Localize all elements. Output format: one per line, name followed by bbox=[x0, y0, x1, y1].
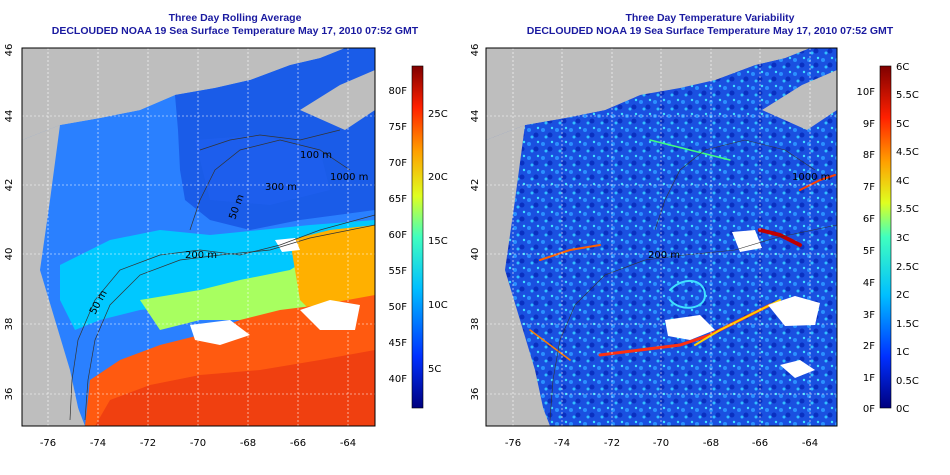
right-cbar-c-9: 4.5C bbox=[896, 147, 919, 158]
left-x-axis: -76 -74 -72 -70 -68 -66 -64 bbox=[40, 438, 356, 449]
right-cbar-c-8: 4C bbox=[896, 176, 909, 187]
right-cbar-f-4: 4F bbox=[863, 278, 875, 289]
right-cbar-f-9: 9F bbox=[863, 119, 875, 130]
right-bathymetry-contours bbox=[549, 139, 837, 421]
left-panel: Three Day Rolling Average DECLOUDED NOAA… bbox=[0, 0, 470, 475]
left-cbar-f-1: 45F bbox=[389, 338, 408, 349]
right-title-line2: DECLOUDED NOAA 19 Sea Surface Temperatur… bbox=[526, 25, 894, 37]
right-title-line1: Three Day Temperature Variability bbox=[625, 12, 795, 24]
left-ytick-5: 46 bbox=[4, 44, 15, 57]
left-cbar-f-2: 50F bbox=[389, 302, 408, 313]
right-cbar-f-1: 1F bbox=[863, 373, 875, 384]
left-title-line2: DECLOUDED NOAA 19 Sea Surface Temperatur… bbox=[51, 25, 419, 37]
right-ytick-3: 42 bbox=[470, 179, 481, 192]
right-cbar-c-11: 5.5C bbox=[896, 90, 919, 101]
left-ytick-4: 44 bbox=[4, 110, 15, 123]
left-cbar-c-2: 15C bbox=[428, 236, 448, 247]
right-map-image bbox=[486, 48, 837, 426]
left-cbar-f-3: 55F bbox=[389, 266, 408, 277]
right-variability-features bbox=[529, 139, 836, 361]
right-cbar-f-6: 6F bbox=[863, 214, 875, 225]
left-cbar-c-3: 20C bbox=[428, 172, 448, 183]
left-ytick-3: 42 bbox=[4, 179, 15, 192]
left-contour-label-1: 200 m bbox=[185, 250, 217, 261]
left-cbar-f-5: 65F bbox=[389, 194, 408, 205]
right-y-axis: 36 38 40 42 44 46 bbox=[470, 44, 481, 401]
right-cbar-f-7: 7F bbox=[863, 182, 875, 193]
right-cbar-c-1: 0.5C bbox=[896, 376, 919, 387]
left-xtick-5: -66 bbox=[290, 438, 306, 449]
left-cbar-f-6: 70F bbox=[389, 158, 408, 169]
left-map-image bbox=[22, 48, 375, 426]
right-cbar-f-0: 0F bbox=[863, 404, 875, 415]
right-grid bbox=[486, 48, 837, 426]
left-ytick-0: 36 bbox=[4, 388, 15, 401]
right-ytick-2: 40 bbox=[470, 248, 481, 261]
right-ytick-1: 38 bbox=[470, 318, 481, 331]
right-ytick-0: 36 bbox=[470, 388, 481, 401]
right-colorbar: 0F 1F 2F 3F 4F 5F 6F 7F 8F 9F 10F 0C 0.5… bbox=[857, 62, 919, 415]
right-cbar-f-8: 8F bbox=[863, 150, 875, 161]
right-cbar-f-10: 10F bbox=[857, 87, 876, 98]
right-cbar-c-5: 2.5C bbox=[896, 262, 919, 273]
left-cbar-c-0: 5C bbox=[428, 364, 441, 375]
right-xtick-4: -68 bbox=[703, 438, 719, 449]
right-xtick-6: -64 bbox=[802, 438, 818, 449]
left-cbar-f-8: 80F bbox=[389, 86, 408, 97]
right-cbar-c-3: 1.5C bbox=[896, 319, 919, 330]
right-cbar-c-6: 3C bbox=[896, 233, 909, 244]
left-xtick-0: -76 bbox=[40, 438, 56, 449]
left-contour-label-2: 300 m bbox=[265, 182, 297, 193]
left-ytick-2: 40 bbox=[4, 248, 15, 261]
right-xtick-1: -74 bbox=[554, 438, 570, 449]
left-ytick-1: 38 bbox=[4, 318, 15, 331]
left-cbar-f-0: 40F bbox=[389, 374, 408, 385]
left-cbar-f-4: 60F bbox=[389, 230, 408, 241]
right-xtick-3: -70 bbox=[653, 438, 669, 449]
right-panel: Three Day Temperature Variability DECLOU… bbox=[470, 0, 950, 475]
left-contour-label-3: 1000 m bbox=[330, 172, 368, 183]
right-ytick-4: 44 bbox=[470, 110, 481, 123]
right-contour-label-0: 200 m bbox=[648, 250, 680, 261]
right-cbar-f-2: 2F bbox=[863, 341, 875, 352]
right-contour-label-1: 1000 m bbox=[792, 172, 830, 183]
right-cbar-f-3: 3F bbox=[863, 310, 875, 321]
right-xtick-2: -72 bbox=[604, 438, 620, 449]
left-xtick-1: -74 bbox=[90, 438, 106, 449]
right-cbar-f-5: 5F bbox=[863, 246, 875, 257]
left-xtick-3: -70 bbox=[190, 438, 206, 449]
right-ytick-5: 46 bbox=[470, 44, 481, 57]
right-cbar-c-10: 5C bbox=[896, 119, 909, 130]
left-cbar-f-7: 75F bbox=[389, 122, 408, 133]
right-cbar-c-12: 6C bbox=[896, 62, 909, 73]
left-map: 50 m 200 m 300 m 1000 m 50 m 100 m -76 -… bbox=[4, 44, 448, 449]
right-cbar-c-4: 2C bbox=[896, 290, 909, 301]
right-cbar-c-2: 1C bbox=[896, 347, 909, 358]
right-xtick-0: -76 bbox=[505, 438, 521, 449]
right-cbar-c-7: 3.5C bbox=[896, 204, 919, 215]
right-x-axis: -76 -74 -72 -70 -68 -66 -64 bbox=[505, 438, 818, 449]
right-cbar-c-0: 0C bbox=[896, 404, 909, 415]
right-map: 200 m 1000 m -76 -74 -72 -70 -68 -66 -64… bbox=[470, 44, 919, 449]
left-grid bbox=[22, 48, 375, 426]
left-xtick-6: -64 bbox=[340, 438, 356, 449]
right-xtick-5: -66 bbox=[752, 438, 768, 449]
left-colorbar: 40F 45F 50F 55F 60F 65F 70F 75F 80F 5C 1… bbox=[389, 65, 448, 409]
left-y-axis: 36 38 40 42 44 46 bbox=[4, 44, 15, 401]
left-bathymetry-contours bbox=[69, 129, 375, 421]
left-cbar-c-4: 25C bbox=[428, 109, 448, 120]
left-title-line1: Three Day Rolling Average bbox=[168, 12, 302, 24]
left-contour-label-5: 100 m bbox=[300, 150, 332, 161]
left-xtick-4: -68 bbox=[240, 438, 256, 449]
left-cbar-c-1: 10C bbox=[428, 300, 448, 311]
left-xtick-2: -72 bbox=[140, 438, 156, 449]
